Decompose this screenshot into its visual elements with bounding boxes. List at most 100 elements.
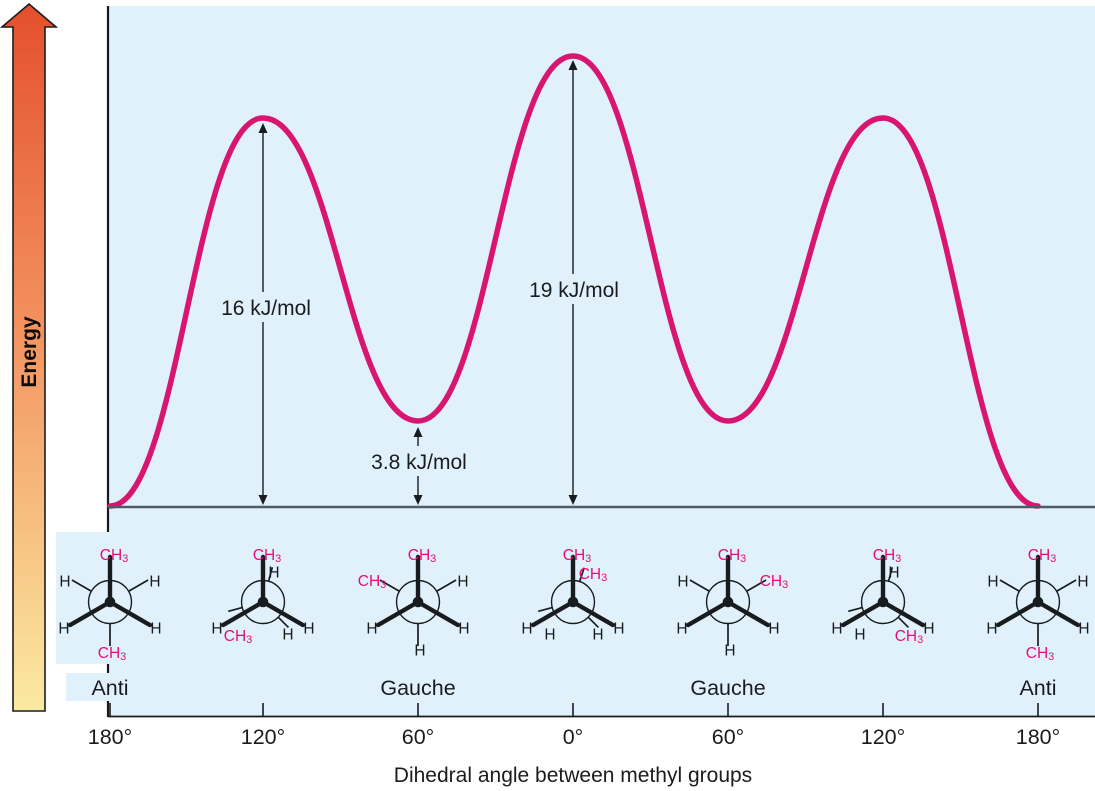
annotation-label: 19 kJ/mol [529, 279, 619, 302]
methyl-label: CH3 [760, 573, 789, 592]
arrow-head-up-icon [568, 60, 578, 70]
hydrogen-label: H [677, 574, 688, 591]
front-carbon-dot [722, 596, 734, 608]
x-tick-label: 0° [563, 725, 584, 749]
annotation-label: 3.8 kJ/mol [371, 451, 467, 474]
hydrogen-label: H [366, 621, 377, 638]
conformer-label-backdrop [374, 673, 462, 701]
front-bond [685, 599, 731, 628]
conformer-label-backdrop [66, 673, 154, 701]
arrow-head-up-icon [258, 123, 268, 133]
front-bond [67, 599, 113, 628]
back-bond [538, 606, 553, 613]
methyl-label: CH3 [408, 547, 437, 566]
arrow-head-down-icon [413, 495, 423, 505]
hydrogen-label: H [592, 627, 603, 644]
back-bond [71, 579, 92, 592]
hydrogen-label: H [521, 621, 532, 638]
hydrogen-label: H [414, 643, 425, 660]
back-bond [1056, 579, 1077, 592]
back-bond [578, 567, 585, 582]
hydrogen-label: H [831, 621, 842, 638]
energy-axis: Energy [0, 2, 59, 712]
x-tick-label: 60° [402, 725, 435, 749]
label-backdrop [519, 274, 629, 304]
back-bond [848, 606, 863, 613]
hydrogen-label: H [923, 621, 934, 638]
back-bond [897, 616, 910, 629]
front-bond [880, 599, 926, 628]
methyl-label: CH3 [98, 645, 127, 664]
front-carbon-dot [412, 596, 424, 608]
annotation-19kJ: 19 kJ/mol [519, 60, 629, 505]
x-tick-label: 180° [1016, 725, 1060, 749]
methyl-label: CH3 [895, 628, 924, 647]
plot-background [108, 6, 1095, 717]
newman-projection-gauche: CH3 H H H CH3 H [676, 547, 788, 660]
front-carbon-dot [257, 596, 269, 608]
front-bond [725, 599, 771, 628]
hydrogen-label: H [1078, 621, 1089, 638]
back-bond [228, 606, 243, 613]
hydrogen-label: H [613, 621, 624, 638]
front-bond [375, 599, 421, 628]
energy-arrow-icon [0, 2, 59, 712]
front-bond [570, 599, 616, 628]
newman-projection-anti: CH3 H H H H CH3 [986, 547, 1089, 664]
conformer-label: Anti [1019, 676, 1056, 700]
back-bond [379, 579, 400, 592]
back-bond [887, 567, 894, 582]
front-bond [415, 599, 461, 628]
methyl-label: CH3 [718, 547, 747, 566]
arrow-head-up-icon [413, 427, 423, 437]
energy-curve [107, 53, 1041, 509]
conformer-label-backdrop [684, 673, 772, 701]
x-axis-title: Dihedral angle between methyl groups [394, 764, 752, 787]
back-bond [746, 579, 767, 592]
back-bond [587, 616, 600, 629]
label-backdrop [211, 292, 321, 322]
hydrogen-label: H [59, 574, 70, 591]
arrow-head-down-icon [258, 495, 268, 505]
methyl-label: CH3 [579, 566, 608, 585]
x-tick-label: 120° [861, 725, 905, 749]
front-carbon-dot [1032, 596, 1044, 608]
methyl-label: CH3 [873, 547, 902, 566]
hydrogen-label: H [150, 621, 161, 638]
methyl-label: CH3 [224, 628, 253, 647]
hydrogen-label: H [303, 621, 314, 638]
front-bond [530, 599, 576, 628]
conformer-label: Gauche [690, 676, 765, 700]
back-bond [267, 567, 274, 582]
methyl-label: CH3 [100, 547, 129, 566]
methyl-label: CH3 [253, 547, 282, 566]
hydrogen-label: H [888, 565, 899, 582]
hydrogen-label: H [149, 574, 160, 591]
front-carbon-dot [877, 596, 889, 608]
hydrogen-label: H [986, 621, 997, 638]
hydrogen-label: H [458, 621, 469, 638]
x-tick-label: 120° [241, 725, 285, 749]
front-bond [260, 599, 306, 628]
methyl-label: CH3 [563, 547, 592, 566]
front-bond [220, 599, 266, 628]
front-carbon-dot [567, 596, 579, 608]
x-axis-ticks: 180° 120° 60° 0° 60° 120° 180° [88, 703, 1060, 749]
back-bond [999, 579, 1020, 592]
front-bond [107, 599, 153, 628]
hydrogen-label: H [676, 621, 687, 638]
hydrogen-label: H [1077, 574, 1088, 591]
hydrogen-label: H [987, 574, 998, 591]
methyl-label: CH3 [358, 573, 387, 592]
newman-projection-gauche: CH3 H H CH3 H H [358, 547, 470, 660]
hydrogen-label: H [768, 621, 779, 638]
x-tick-label: 60° [712, 725, 745, 749]
newman-projection-anti: CH3 H H H H CH3 [56, 532, 164, 664]
front-carbon-dot [104, 596, 116, 608]
energy-axis-label: Energy [18, 316, 41, 388]
methyl-label: CH3 [1028, 547, 1057, 566]
